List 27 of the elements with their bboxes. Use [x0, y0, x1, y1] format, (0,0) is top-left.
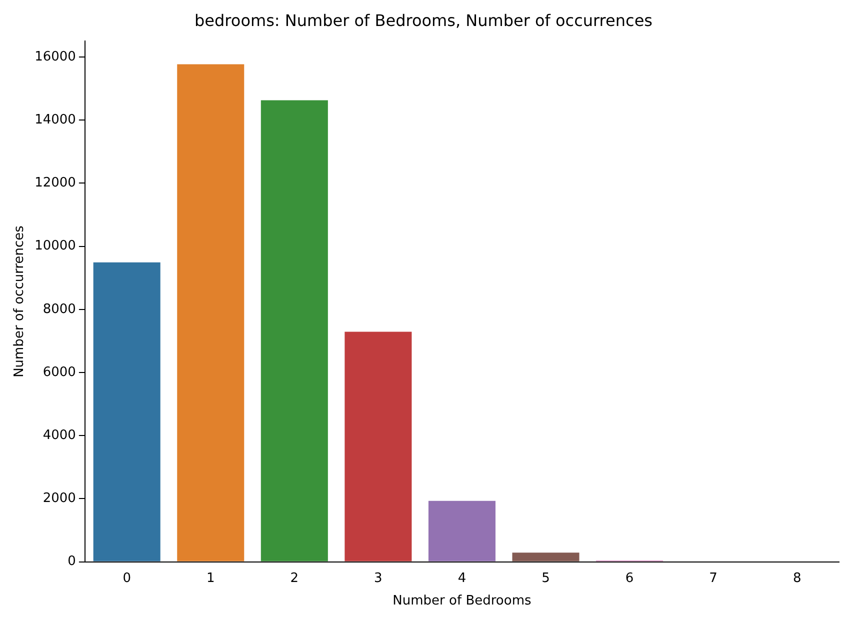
y-tick-label: 14000 — [34, 112, 76, 128]
y-tick-label: 8000 — [42, 302, 76, 317]
y-tick-label: 2000 — [42, 491, 76, 506]
x-tick-label: 7 — [709, 570, 718, 586]
bar — [260, 100, 328, 562]
x-tick-label: 0 — [122, 570, 131, 586]
bar — [428, 500, 496, 562]
x-tick-label: 4 — [458, 570, 466, 586]
y-tick-label: 6000 — [42, 364, 76, 380]
x-tick-label: 2 — [290, 570, 299, 586]
chart-title: bedrooms: Number of Bedrooms, Number of occurrences — [194, 10, 652, 30]
y-tick-label: 12000 — [34, 176, 76, 191]
y-tick-label: 10000 — [34, 238, 76, 254]
x-tick-label: 3 — [374, 570, 382, 586]
bar — [93, 262, 160, 562]
x-tick-label: 8 — [792, 570, 802, 586]
x-tick-label: 1 — [206, 570, 215, 586]
x-tick-label: 6 — [625, 570, 634, 586]
y-axis-title: Number of occurrences — [12, 225, 28, 378]
y-tick-label: 0 — [68, 554, 76, 570]
y-tick-label: 16000 — [34, 49, 76, 64]
bar — [344, 332, 412, 562]
x-tick-label: 5 — [542, 570, 550, 586]
bar — [512, 552, 580, 562]
x-axis-title: Number of Bedrooms — [392, 594, 532, 609]
bar — [177, 64, 244, 562]
y-tick-label: 4000 — [42, 428, 76, 443]
